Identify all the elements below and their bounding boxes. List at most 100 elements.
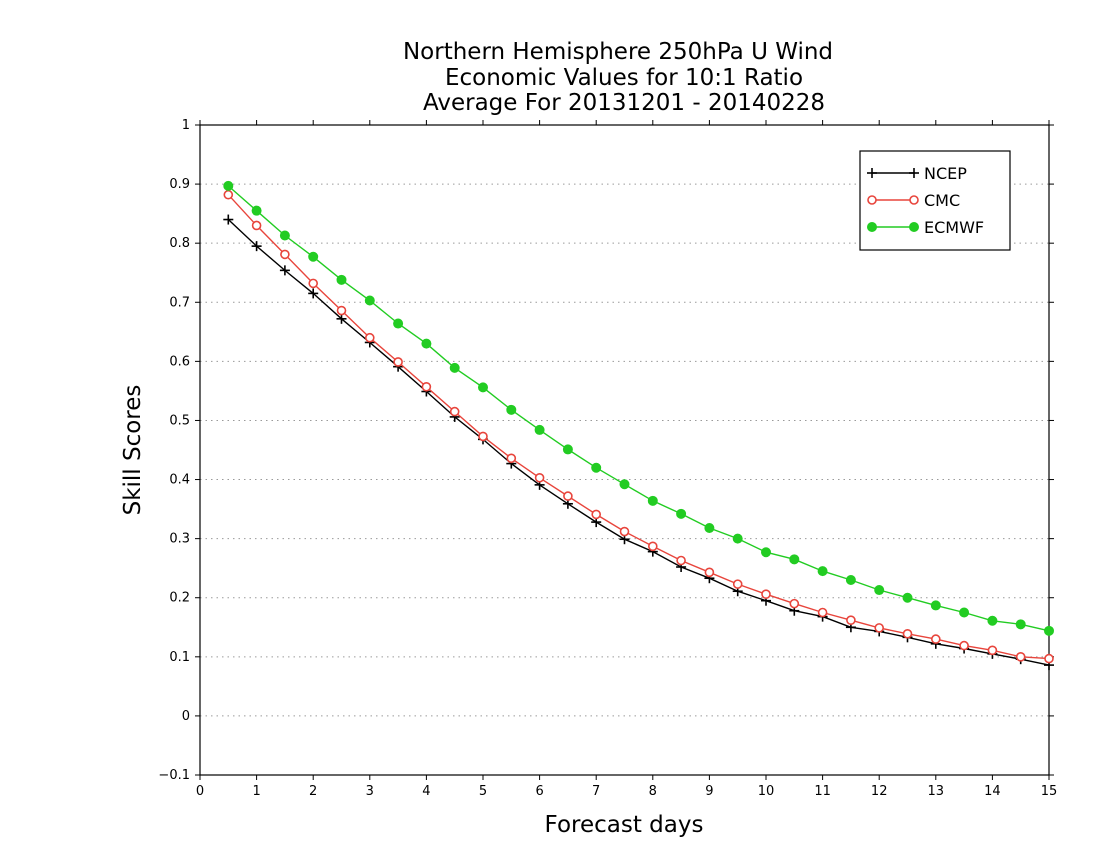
- data-point-cmc: [732, 579, 743, 589]
- legend-item-ncep: NCEP: [867, 164, 967, 183]
- data-point-ecmwf: [506, 404, 517, 415]
- data-point-cmc: [647, 541, 658, 552]
- y-tick-label: 0.6: [169, 354, 190, 369]
- x-tick-label: 0: [196, 784, 204, 799]
- data-point-cmc: [676, 555, 686, 566]
- data-point-ecmwf: [1044, 625, 1054, 636]
- data-point-ecmwf: [251, 205, 262, 216]
- x-tick-label: 8: [649, 784, 657, 799]
- data-point-cmc: [251, 220, 262, 231]
- data-point-cmc: [364, 332, 375, 343]
- data-point-cmc: [506, 453, 517, 464]
- y-tick-label: 0.3: [169, 532, 190, 547]
- data-point-cmc: [393, 357, 403, 367]
- data-point-cmc: [902, 628, 913, 639]
- legend-marker-ncep: [909, 168, 919, 178]
- legend-marker-ncep: [867, 168, 877, 178]
- data-point-cmc: [789, 598, 800, 609]
- data-point-ecmwf: [279, 230, 290, 241]
- series-lines: [223, 180, 1054, 671]
- data-point-ecmwf: [987, 615, 998, 626]
- data-point-cmc: [421, 381, 432, 392]
- data-point-cmc: [591, 509, 602, 520]
- data-point-cmc: [478, 431, 488, 442]
- data-point-cmc: [336, 305, 347, 316]
- data-point-cmc: [563, 491, 573, 501]
- x-tick-label: 7: [592, 784, 600, 799]
- y-axis-label: Skill Scores: [120, 385, 146, 516]
- legend-item-cmc: CMC: [867, 191, 960, 210]
- plot-frame: [199, 124, 1050, 776]
- chart-title: Northern Hemisphere 250hPa U Wind Econom…: [403, 39, 833, 116]
- legend-label-cmc: CMC: [924, 191, 960, 210]
- axis-ticks: −0.100.10.20.30.40.50.60.70.80.910 1 2 3 4 5 6…: [158, 118, 1057, 799]
- data-point-ecmwf: [1015, 619, 1026, 630]
- data-point-ecmwf: [223, 180, 234, 191]
- data-point-ecmwf: [761, 547, 771, 558]
- x-tick-label: 5: [479, 784, 487, 799]
- legend-marker-ecmwf: [867, 222, 877, 232]
- data-point-ecmwf: [902, 592, 913, 603]
- x-tick-label: 12: [871, 784, 888, 799]
- x-tick-label: 6: [535, 784, 543, 799]
- data-point-cmc: [761, 589, 771, 599]
- data-point-ncep: [223, 214, 234, 225]
- x-tick-label: 10: [758, 784, 775, 799]
- data-point-cmc: [223, 189, 234, 200]
- data-point-ncep: [251, 241, 262, 252]
- data-point-ecmwf: [449, 362, 460, 373]
- title-line-3: Average For 20131201 - 20140228: [423, 90, 825, 116]
- data-point-ecmwf: [845, 575, 856, 585]
- data-point-cmc: [1015, 652, 1026, 662]
- data-point-ecmwf: [421, 338, 432, 349]
- data-point-ecmwf: [534, 424, 545, 435]
- data-point-cmc: [704, 567, 715, 578]
- y-tick-label: 0.9: [169, 177, 190, 192]
- data-point-ecmwf: [393, 318, 404, 329]
- x-tick-label: 14: [984, 784, 1001, 799]
- y-tick-label: 0.4: [169, 473, 190, 488]
- x-tick-label: 11: [814, 784, 831, 799]
- data-point-ecmwf: [704, 523, 715, 533]
- x-tick-label: 3: [366, 784, 374, 799]
- data-point-ecmwf: [619, 479, 630, 490]
- series-cmc: [223, 189, 1054, 664]
- data-point-cmc: [930, 634, 941, 644]
- data-point-cmc: [449, 406, 460, 417]
- data-point-cmc: [308, 278, 319, 289]
- data-point-cmc: [619, 526, 630, 537]
- x-tick-label: 2: [309, 784, 317, 799]
- data-point-ecmwf: [930, 600, 941, 611]
- data-point-cmc: [874, 623, 885, 633]
- data-point-cmc: [1044, 653, 1054, 664]
- title-line-2: Economic Values for 10:1 Ratio: [445, 65, 803, 91]
- x-tick-label: 13: [928, 784, 945, 799]
- data-point-ecmwf: [336, 274, 347, 285]
- data-point-cmc: [846, 615, 856, 625]
- y-tick-label: −0.1: [158, 768, 190, 783]
- series-line-cmc: [227, 194, 1050, 660]
- data-point-ncep: [336, 313, 347, 324]
- y-tick-label: 0.2: [169, 591, 190, 606]
- title-line-1: Northern Hemisphere 250hPa U Wind: [403, 39, 833, 65]
- data-point-ecmwf: [959, 607, 970, 618]
- series-ecmwf: [223, 180, 1054, 636]
- data-point-ecmwf: [789, 554, 800, 565]
- data-point-ecmwf: [562, 444, 573, 455]
- data-point-ncep: [279, 265, 290, 276]
- data-point-ecmwf: [676, 508, 687, 519]
- legend-box: [859, 150, 1011, 251]
- y-tick-label: 0.1: [169, 650, 190, 665]
- data-point-ecmwf: [732, 533, 743, 544]
- x-tick-label: 1: [252, 784, 260, 799]
- x-tick-label: 15: [1041, 784, 1058, 799]
- data-point-ecmwf: [874, 585, 885, 596]
- data-point-ecmwf: [364, 295, 375, 306]
- y-tick-label: 0.5: [169, 413, 190, 428]
- x-tick-label: 4: [422, 784, 430, 799]
- legend-label-ncep: NCEP: [924, 164, 967, 183]
- legend-marker-cmc: [867, 195, 877, 205]
- y-tick-label: 0.8: [169, 236, 190, 251]
